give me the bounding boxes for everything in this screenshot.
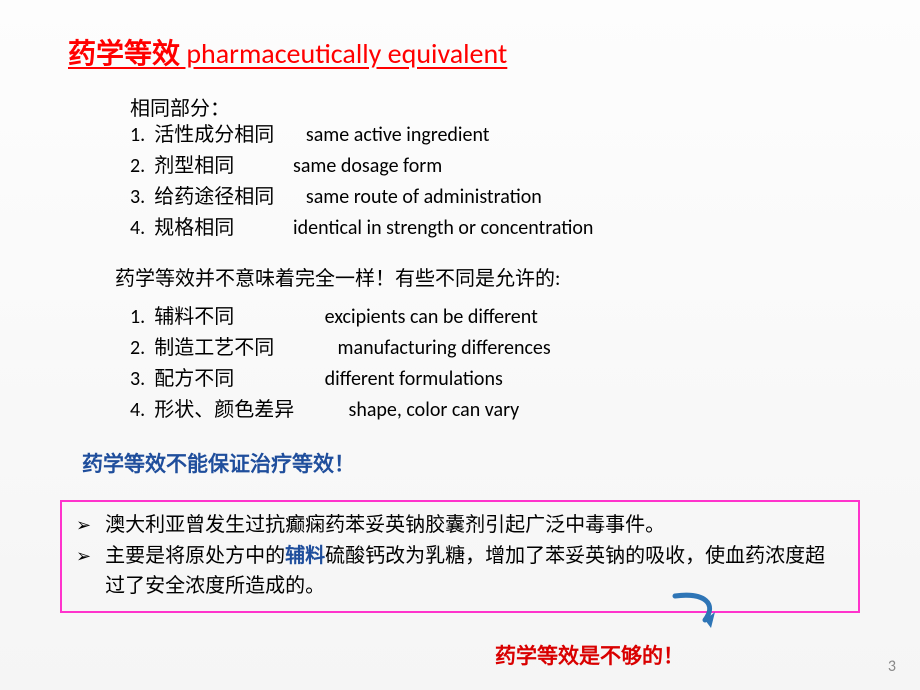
- list1-item-4: 4. 规格相同 identical in strength or concent…: [130, 213, 593, 244]
- title-cn: 药学等效: [68, 38, 180, 69]
- red-conclusion: 药学等效是不够的！: [495, 640, 684, 670]
- list2-item-4: 4. 形状、颜色差异 shape, color can vary: [130, 395, 551, 426]
- box-row-2: ➢ 主要是将原处方中的辅料硫酸钙改为乳糖，增加了苯妥英钠的吸收，使血药浓度超过了…: [76, 541, 844, 601]
- highlight-excipient: 辅料: [285, 544, 325, 568]
- list1-item-1: 1. 活性成分相同 same active ingredient: [130, 120, 593, 151]
- title-en: pharmaceutically equivalent: [180, 36, 507, 71]
- page-number: 3: [888, 657, 896, 676]
- curved-arrow-icon: [665, 590, 725, 641]
- list-same-parts: 1. 活性成分相同 same active ingredient 2. 剂型相同…: [130, 120, 593, 244]
- bullet-arrow-icon: ➢: [76, 541, 91, 572]
- list1-item-2: 2. 剂型相同 same dosage form: [130, 151, 593, 182]
- section2-header: 药学等效并不意味着完全一样！有些不同是允许的:: [115, 262, 560, 291]
- highlight-box: ➢ 澳大利亚曾发生过抗癫痫药苯妥英钠胶囊剂引起广泛中毒事件。 ➢ 主要是将原处方…: [60, 500, 860, 613]
- blue-statement: 药学等效不能保证治疗等效！: [82, 448, 355, 478]
- list-differences: 1. 辅料不同 excipients can be different 2. 制…: [130, 302, 551, 426]
- slide: 药学等效 pharmaceutically equivalent 相同部分： 1…: [0, 0, 920, 690]
- box-line1: 澳大利亚曾发生过抗癫痫药苯妥英钠胶囊剂引起广泛中毒事件。: [105, 510, 665, 540]
- slide-title: 药学等效 pharmaceutically equivalent: [68, 32, 507, 72]
- list2-item-1: 1. 辅料不同 excipients can be different: [130, 302, 551, 333]
- list2-item-3: 3. 配方不同 different formulations: [130, 364, 551, 395]
- section1-header: 相同部分：: [130, 92, 230, 121]
- list1-item-3: 3. 给药途径相同 same route of administration: [130, 182, 593, 213]
- bullet-arrow-icon: ➢: [76, 510, 91, 541]
- list2-item-2: 2. 制造工艺不同 manufacturing differences: [130, 333, 551, 364]
- box-row-1: ➢ 澳大利亚曾发生过抗癫痫药苯妥英钠胶囊剂引起广泛中毒事件。: [76, 510, 844, 541]
- box-line2: 主要是将原处方中的辅料硫酸钙改为乳糖，增加了苯妥英钠的吸收，使血药浓度超过了安全…: [105, 541, 844, 601]
